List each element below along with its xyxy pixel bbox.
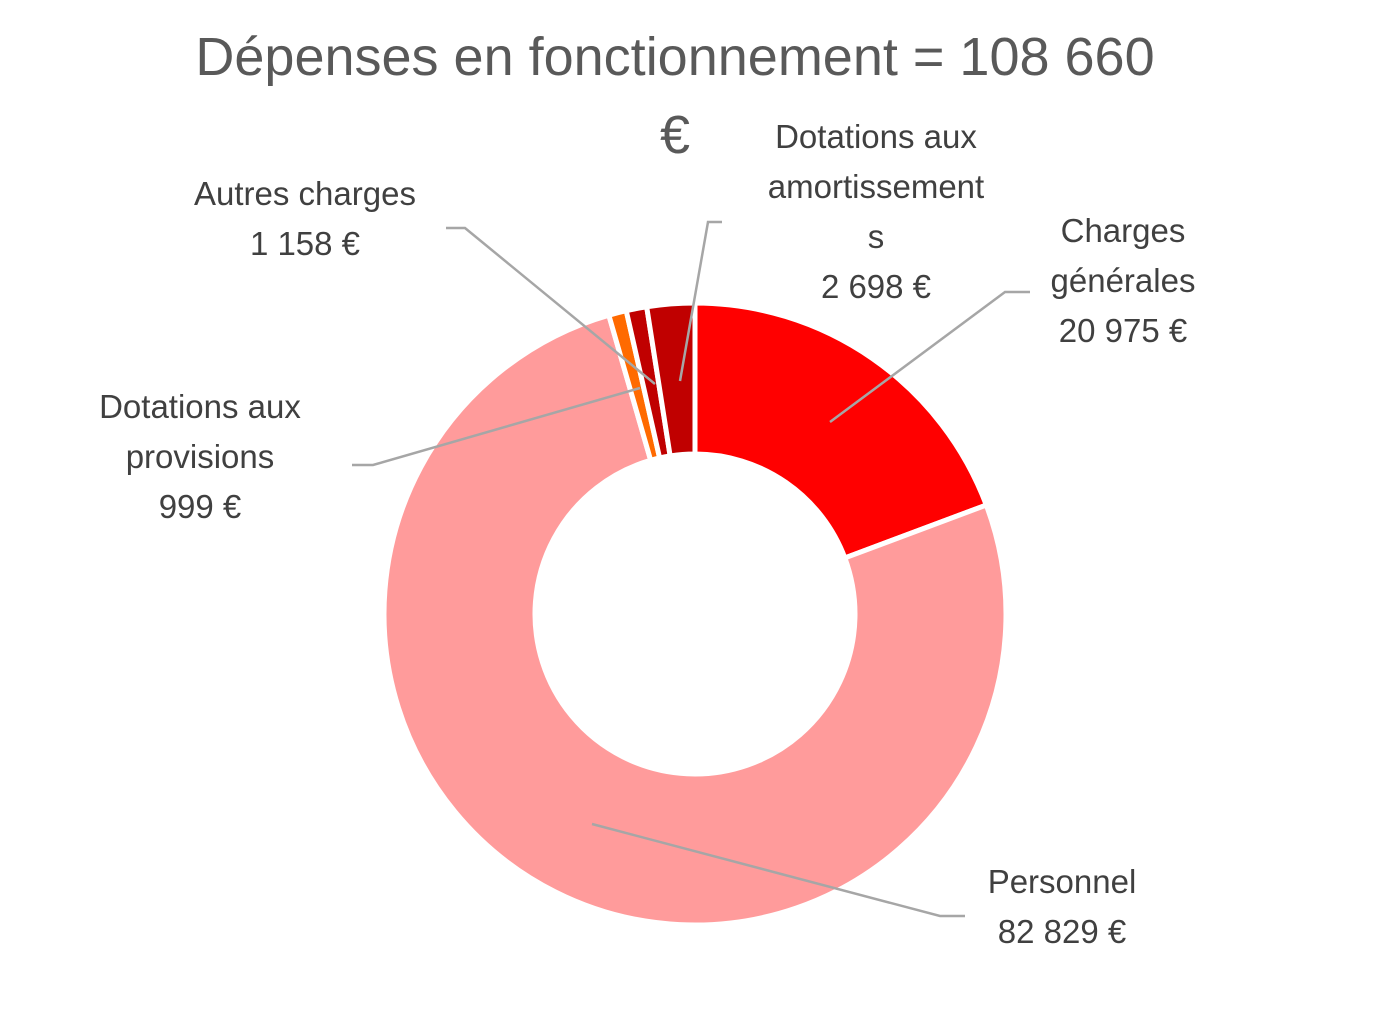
slice-dotations-amortissements <box>643 300 698 459</box>
data-label-category: Dotations aux <box>99 388 301 425</box>
data-label-category: Personnel <box>988 863 1137 900</box>
leader-line-autres-charges <box>446 226 656 385</box>
leader-line-charges-generales <box>829 290 1030 424</box>
leader-line-personnel <box>591 822 965 918</box>
leader-line-dotations-provisions <box>352 386 641 467</box>
chart-title: Dépenses en fonctionnement = 108 660 € <box>195 27 1154 165</box>
data-label-dotations-amortissements: Dotations aux amortissement s 2 698 € <box>768 118 984 305</box>
data-label-category: Autres charges <box>194 175 416 212</box>
chart-title-line: Dépenses en fonctionnement = 108 660 <box>195 27 1154 87</box>
data-label-autres-charges: Autres charges 1 158 € <box>194 175 416 262</box>
leader-lines <box>352 220 1030 918</box>
data-label-category: Dotations aux <box>775 118 977 155</box>
data-label-personnel: Personnel 82 829 € <box>988 863 1137 950</box>
data-label-value: 2 698 € <box>821 268 931 305</box>
data-label-category: amortissement <box>768 168 984 205</box>
slice-charges-generales <box>692 300 990 562</box>
data-label-value: 1 158 € <box>250 225 360 262</box>
data-label-value: 82 829 € <box>998 913 1126 950</box>
data-label-category: s <box>868 218 885 255</box>
data-label-dotations-provisions: Dotations aux provisions 999 € <box>99 388 301 525</box>
chart-title-line: € <box>660 105 690 165</box>
data-label-charges-generales: Charges générales 20 975 € <box>1051 212 1196 349</box>
data-label-value: 999 € <box>159 488 242 525</box>
slice-personnel <box>381 312 1009 928</box>
leader-line-dotations-amortissements <box>678 220 722 382</box>
data-label-value: 20 975 € <box>1059 312 1187 349</box>
data-label-category: Charges <box>1061 212 1186 249</box>
data-label-category: générales <box>1051 262 1196 299</box>
donut-slices <box>381 300 1009 928</box>
data-label-category: provisions <box>126 438 275 475</box>
data-labels: Charges générales 20 975 € Personnel 82 829 … <box>99 118 1195 950</box>
